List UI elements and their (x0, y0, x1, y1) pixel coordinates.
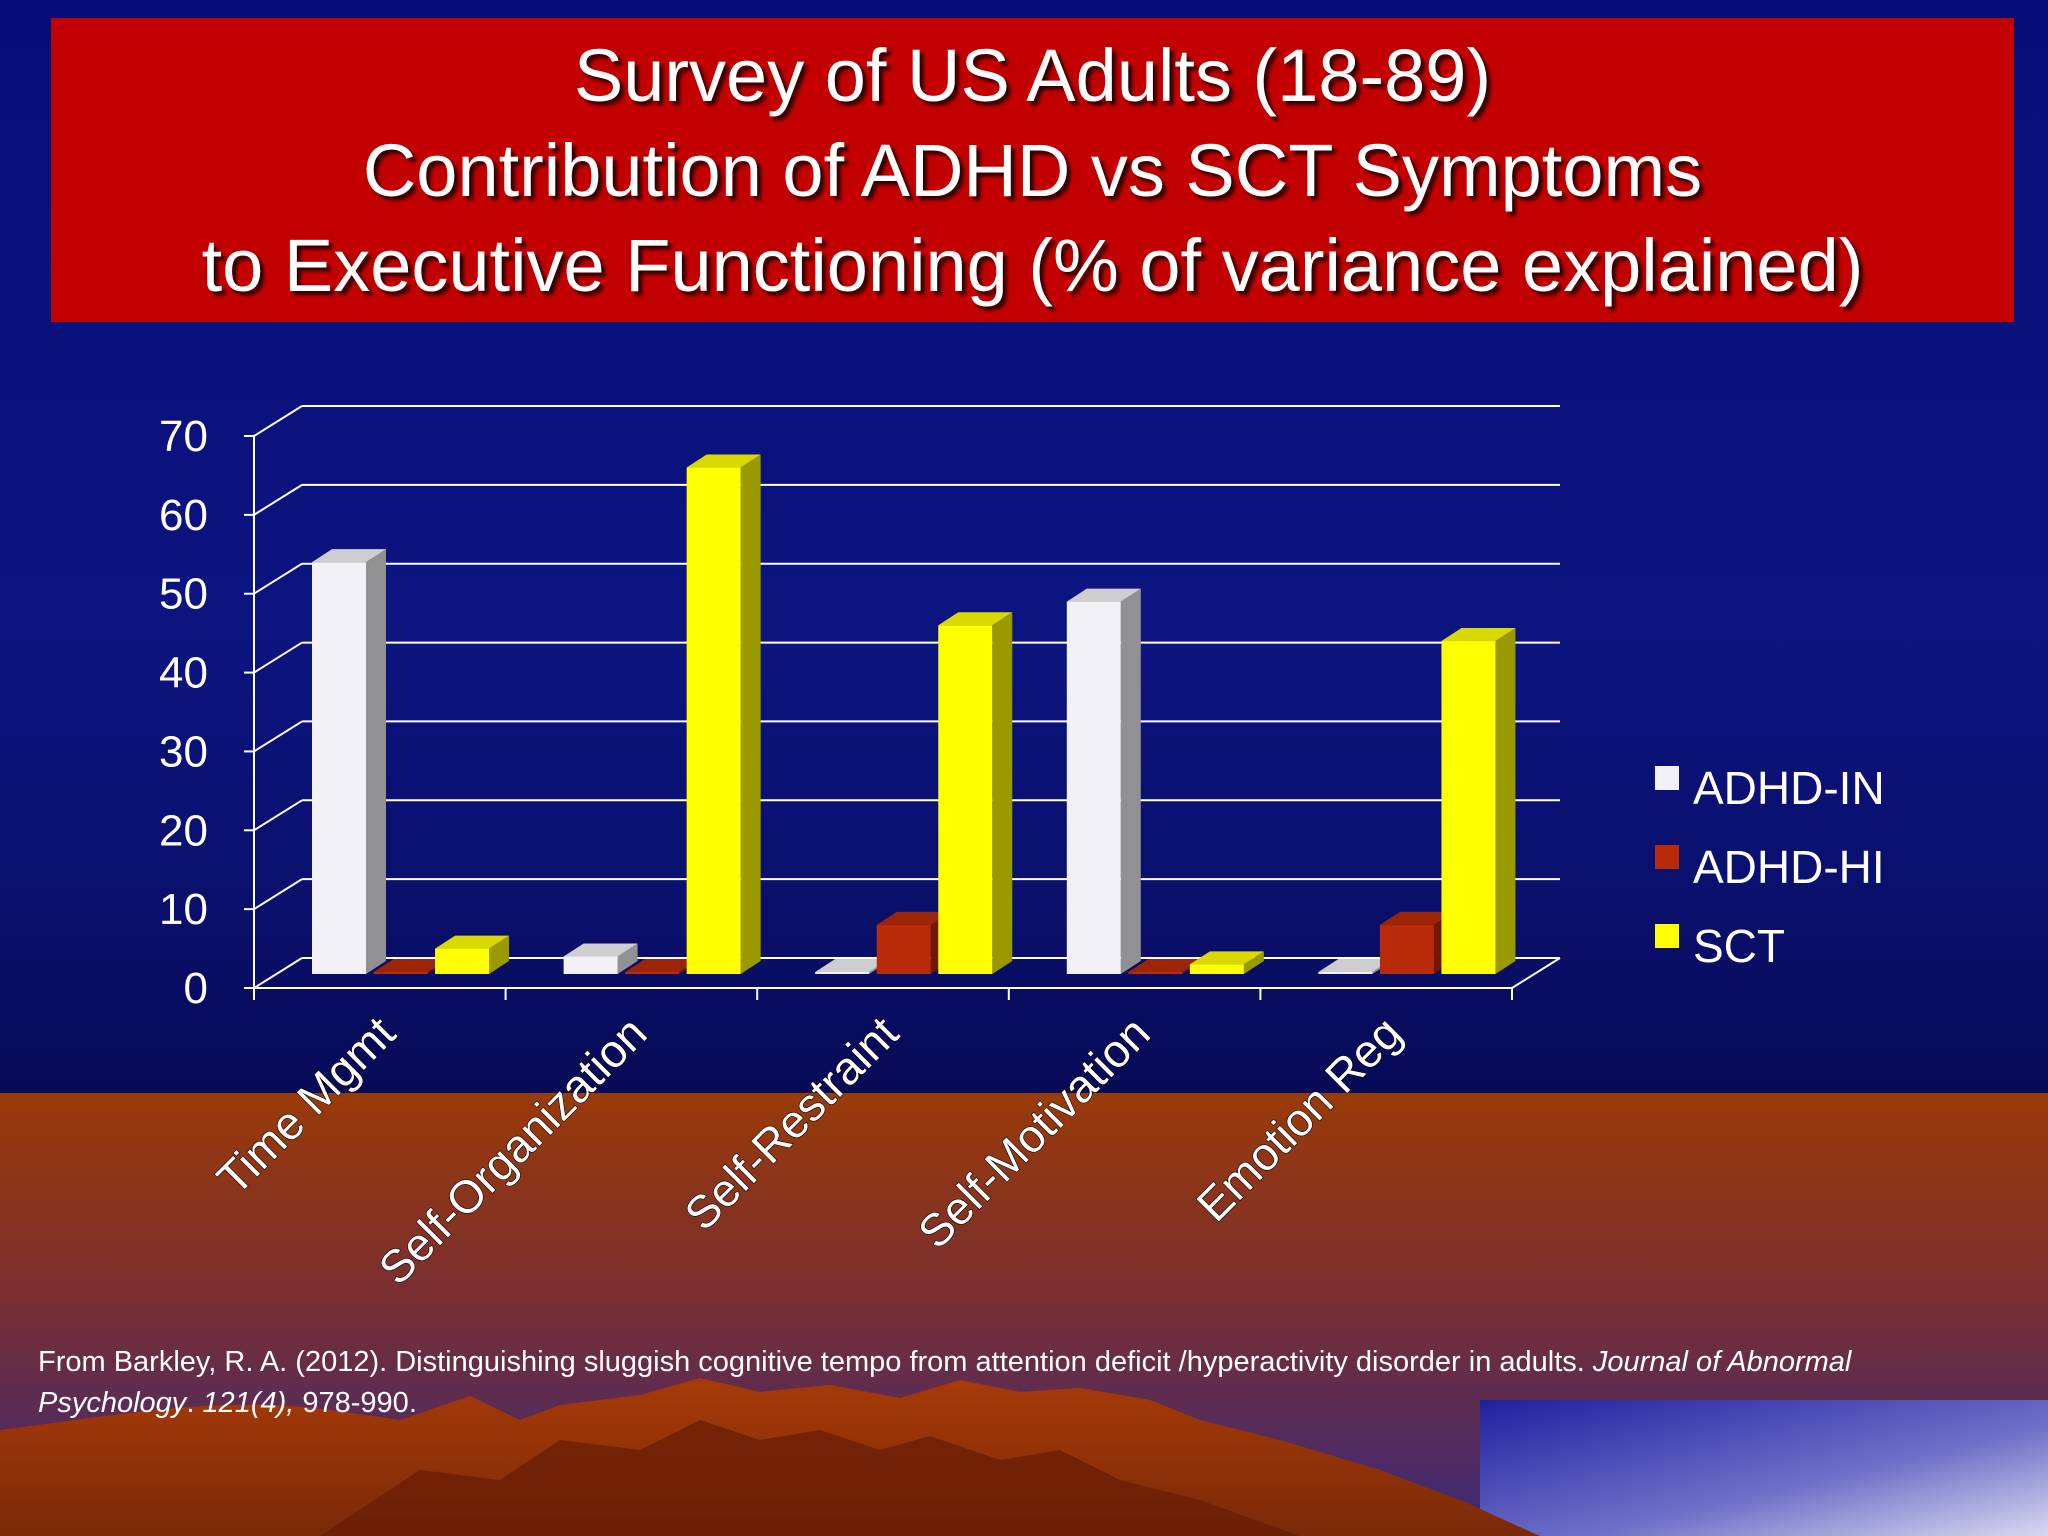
bar-top-face (1128, 959, 1203, 972)
bar-side-face (366, 549, 386, 974)
side-wall-gridline (253, 720, 303, 753)
bar-top-face (1379, 911, 1454, 925)
x-category-label: Self-Motivation (908, 1006, 1160, 1258)
citation-volume: 121(4), (202, 1387, 295, 1419)
bar-front-face (815, 972, 870, 974)
bar-SCT-Time-Mgmt (435, 935, 510, 974)
y-tick-label: 10 (159, 885, 208, 934)
bar-top-face (625, 959, 700, 972)
chart-bars (312, 454, 1516, 974)
x-category-label: Emotion Reg (1186, 1006, 1411, 1231)
legend-swatch-SCT (1655, 924, 1679, 948)
side-wall-gridline (253, 562, 303, 595)
bar-front-face (938, 625, 993, 974)
side-wall-gridline (253, 484, 303, 516)
bar-top-face (312, 549, 386, 563)
y-tick-label: 20 (159, 806, 208, 855)
x-category-label: Self-Restraint (674, 1006, 908, 1240)
side-wall-gridline (253, 641, 303, 674)
legend-label-SCT: SCT (1693, 920, 1785, 972)
side-wall-gridline (253, 878, 303, 910)
bar-top-face (1441, 628, 1516, 642)
bar-front-face (686, 467, 741, 974)
bar-front-face (1379, 924, 1434, 974)
y-tick-label: 30 (159, 727, 208, 776)
bar-front-face (1189, 964, 1244, 974)
bar-front-face (876, 924, 931, 974)
title-line-2: Contribution of ADHD vs SCT Symptoms (362, 128, 1703, 212)
mountain-shadow (320, 1420, 1300, 1536)
title-line-3: to Executive Functioning (% of variance … (201, 223, 1864, 307)
bar-ADHD-IN-Self-Organization (563, 943, 638, 974)
bar-top-face (435, 935, 510, 949)
side-wall-gridline (253, 405, 303, 437)
y-tick-label: 50 (159, 570, 208, 619)
bar-ADHD-IN-Time-Mgmt (312, 549, 386, 974)
bar-front-face (312, 562, 366, 974)
bar-front-face (1128, 972, 1183, 974)
bar-top-face (815, 959, 890, 972)
bar-side-face (617, 943, 638, 974)
citation-pages: 978-990. (294, 1387, 417, 1419)
x-category-label: Self-Organization (368, 1006, 656, 1294)
bar-front-face (435, 948, 490, 974)
side-wall-gridline (253, 799, 303, 832)
bar-front-face (1066, 601, 1121, 974)
chart-legend: ADHD-IN ADHD-HI SCT (1655, 762, 1885, 972)
y-tick-label: 0 (184, 964, 208, 1013)
legend-swatch-ADHD-HI (1655, 845, 1679, 869)
bar-SCT-Self-Restraint (938, 612, 1013, 974)
citation-text: From Barkley, R. A. (2012). Distinguishi… (38, 1346, 1593, 1378)
bar-top-face (1318, 959, 1393, 972)
bar-side-face (489, 935, 510, 974)
bar-front-face (1441, 641, 1496, 974)
bar-SCT-Self-Organization (686, 454, 761, 974)
bar-side-face (740, 454, 761, 974)
bar-front-face (563, 956, 618, 974)
citation-journal: Journal of Abnormal Psychology (38, 1346, 1852, 1419)
bar-top-face (938, 612, 1013, 626)
x-category-label: Time Mgmt (207, 1006, 405, 1204)
bar-top-face (373, 959, 448, 972)
bar-front-face (625, 972, 680, 974)
title-banner: Survey of US Adults (18-89) Contribution… (51, 18, 2014, 322)
bar-ADHD-IN-Self-Motivation (1066, 588, 1141, 974)
y-tick-label: 40 (159, 649, 208, 698)
bar-top-face (1066, 588, 1141, 602)
bar-side-face (1243, 951, 1264, 974)
bar-top-face (686, 454, 761, 468)
chart-grid (253, 405, 1561, 989)
y-tick-label: 60 (159, 491, 208, 540)
side-wall-gridline (253, 957, 303, 989)
legend-swatch-ADHD-IN (1655, 766, 1679, 790)
bar-top-face (876, 911, 951, 925)
bar-side-face (1120, 588, 1141, 974)
bar-front-face (1318, 972, 1373, 974)
legend-label-ADHD-IN: ADHD-IN (1693, 762, 1885, 814)
bar-side-face (992, 612, 1013, 974)
y-tick-label: 70 (159, 412, 208, 461)
citation: From Barkley, R. A. (2012). Distinguishi… (38, 1342, 1978, 1424)
bar-side-face (1495, 628, 1516, 974)
bar-top-face (563, 943, 638, 957)
citation-sep: . (186, 1387, 203, 1419)
bar-SCT-Emotion-Reg (1441, 628, 1516, 974)
floor-edge (1511, 957, 1561, 989)
bar-front-face (373, 972, 428, 974)
bar-SCT-Self-Motivation (1189, 951, 1264, 974)
sky-glow (1480, 1400, 2048, 1536)
legend-label-ADHD-HI: ADHD-HI (1693, 841, 1885, 893)
bar-top-face (1189, 951, 1264, 965)
title-line-1: Survey of US Adults (18-89) (573, 33, 1492, 117)
